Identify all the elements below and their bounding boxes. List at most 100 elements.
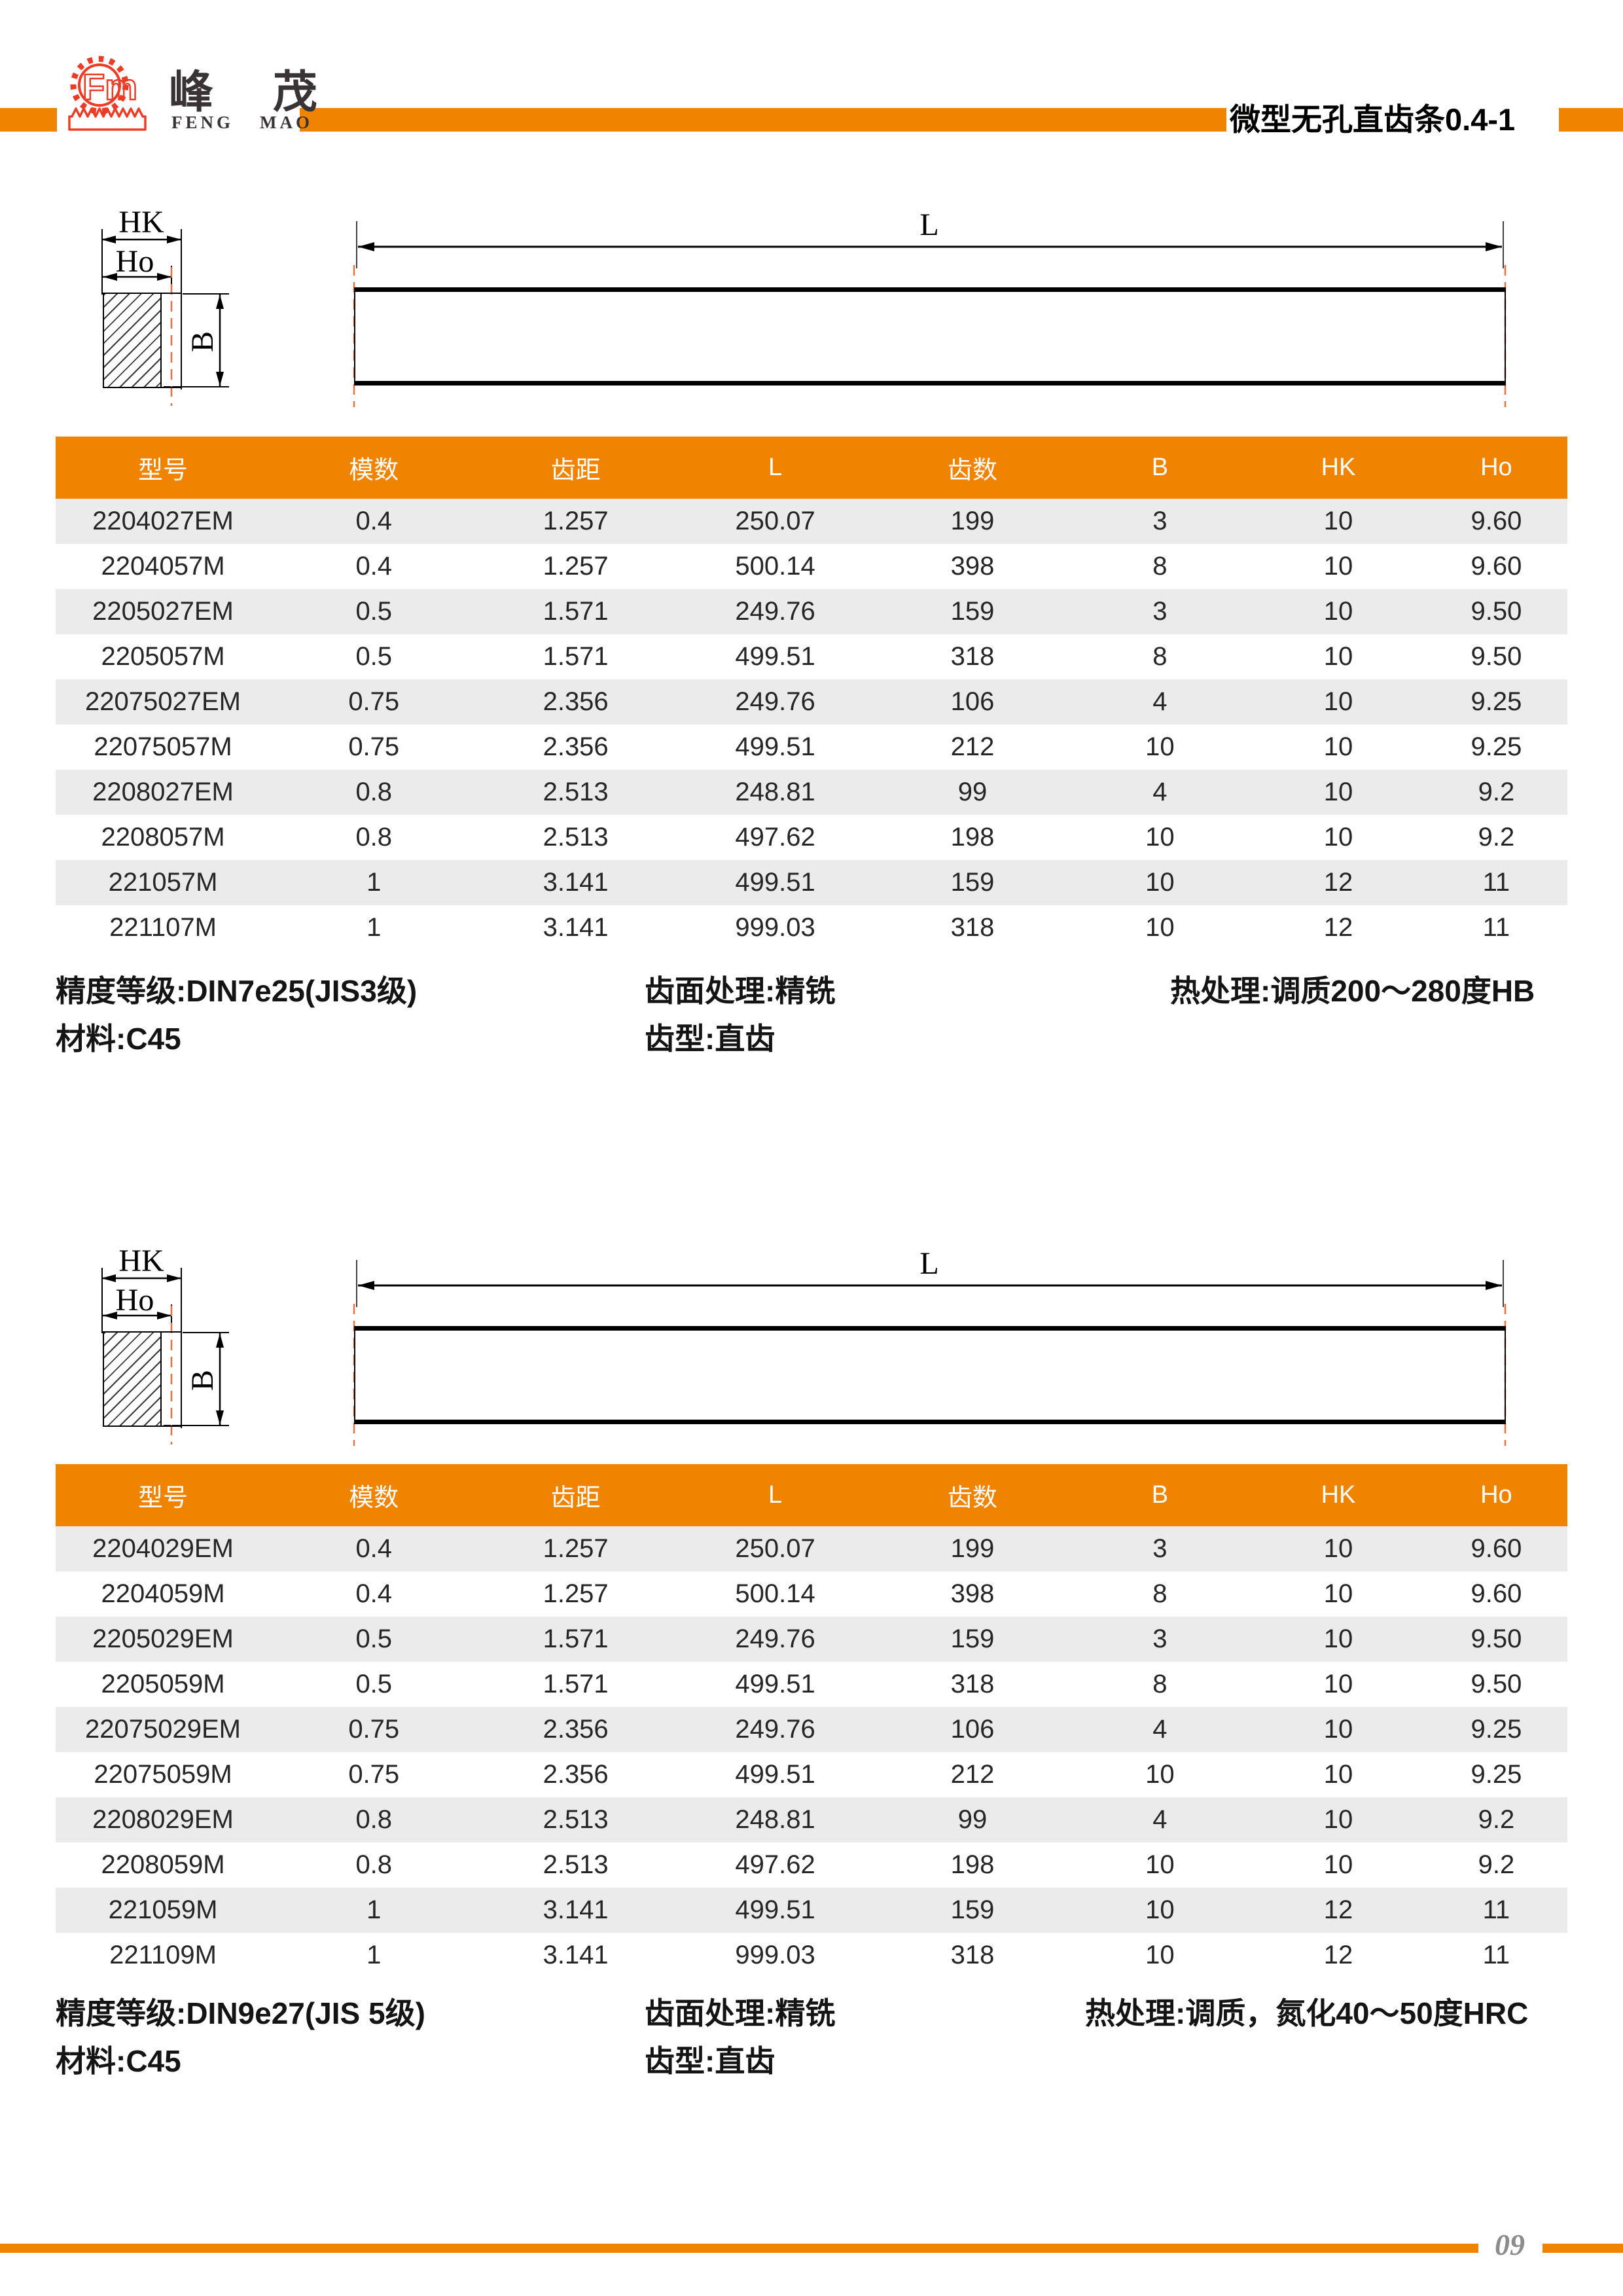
- cell-length: 500.14: [735, 1579, 815, 1608]
- cell-model: 22075059M: [94, 1760, 232, 1789]
- cell-length: 499.51: [735, 1895, 815, 1924]
- cell-pitch: 2.513: [543, 778, 609, 806]
- cell-teeth: 99: [957, 1805, 988, 1834]
- cell-length: 497.62: [735, 1850, 815, 1879]
- note-tooth-type: 齿型:直齿: [645, 2044, 776, 2078]
- column-header-ho: Ho: [1425, 1464, 1567, 1526]
- cell-pitch: 1.257: [543, 1534, 609, 1563]
- cell-length: 499.51: [735, 1760, 815, 1789]
- cell-pitch: 1.571: [543, 642, 609, 671]
- cell-pitch: 2.356: [543, 1715, 609, 1744]
- brand-en-mao: MAO: [260, 113, 313, 132]
- cell-length: 250.07: [735, 1534, 815, 1563]
- cell-length: 499.51: [735, 642, 815, 671]
- note-material: 材料:C45: [56, 2044, 181, 2078]
- cell-ho: 11: [1482, 913, 1510, 942]
- cell-teeth: 212: [950, 1760, 995, 1789]
- cell-pitch: 3.141: [543, 1895, 609, 1924]
- footer-accent-bar-right: [1543, 2244, 1623, 2253]
- column-header-pitch: 齿距: [477, 1464, 674, 1526]
- cell-hk: 10: [1323, 1624, 1353, 1653]
- header-accent-bar-right: [1559, 108, 1623, 132]
- table-row: 221057M 1 3.141 499.51 159 10 12 11: [56, 860, 1567, 905]
- table-row: 2208059M 0.8 2.513 497.62 198 10 10 9.2: [56, 1842, 1567, 1888]
- cell-b: 8: [1152, 1579, 1168, 1608]
- rack-spec-table-2: 型号 模数 齿距 L 齿数 B HK Ho 2204029EM 0.4 1.25…: [56, 1464, 1567, 1978]
- column-header-length: L: [673, 1464, 877, 1526]
- cell-teeth: 318: [950, 1670, 995, 1698]
- cell-model: 2208059M: [101, 1850, 225, 1879]
- cell-model: 221109M: [109, 1941, 217, 1969]
- cell-ho: 9.50: [1471, 1670, 1522, 1698]
- cell-hk: 10: [1323, 552, 1353, 581]
- cell-module: 0.5: [355, 1624, 393, 1653]
- cell-module: 0.8: [355, 778, 393, 806]
- cell-teeth: 398: [950, 552, 995, 581]
- cell-b: 4: [1152, 1805, 1168, 1834]
- cell-b: 3: [1152, 597, 1168, 626]
- cell-model: 2205029EM: [92, 1624, 234, 1653]
- cell-teeth: 159: [950, 597, 995, 626]
- cell-b: 4: [1152, 687, 1168, 716]
- table-row: 22075057M 0.75 2.356 499.51 212 10 10 9.…: [56, 725, 1567, 770]
- cell-b: 8: [1152, 552, 1168, 581]
- cell-length: 249.76: [735, 1624, 815, 1653]
- rack-side-view: [354, 1326, 1506, 1424]
- cell-module: 0.5: [355, 642, 393, 671]
- column-header-length: L: [673, 437, 877, 499]
- column-header-teeth: 齿数: [876, 1464, 1069, 1526]
- cell-teeth: 106: [950, 687, 995, 716]
- cell-model: 2205059M: [101, 1670, 225, 1698]
- column-header-teeth: 齿数: [876, 437, 1069, 499]
- table2-notes-left: 精度等级:DIN9e27(JIS 5级) 材料:C45: [56, 1990, 425, 2085]
- cell-length: 499.51: [735, 868, 815, 897]
- note-heat-treatment: 热处理:调质200～280度HB: [1170, 974, 1535, 1008]
- cell-hk: 10: [1323, 1715, 1353, 1744]
- cell-length: 248.81: [735, 778, 815, 806]
- cell-module: 0.8: [355, 1805, 393, 1834]
- cell-length: 499.51: [735, 732, 815, 761]
- cell-pitch: 2.513: [543, 1805, 609, 1834]
- cell-model: 2208057M: [101, 823, 225, 852]
- table-row: 22075059M 0.75 2.356 499.51 212 10 10 9.…: [56, 1752, 1567, 1797]
- cell-b: 3: [1152, 1534, 1168, 1563]
- cell-module: 0.4: [355, 552, 393, 581]
- column-header-b: B: [1068, 1464, 1252, 1526]
- cell-teeth: 106: [950, 1715, 995, 1744]
- cell-length: 249.76: [735, 687, 815, 716]
- table1-notes-right: 热处理:调质200～280度HB: [1170, 967, 1535, 1015]
- cell-length: 999.03: [735, 913, 815, 942]
- column-header-hk: HK: [1251, 1464, 1425, 1526]
- table-header-row: 型号 模数 齿距 L 齿数 B HK Ho: [56, 437, 1567, 499]
- cell-b: 8: [1152, 1670, 1168, 1698]
- dim-label-l: L: [919, 207, 939, 242]
- dim-label-ho: Ho: [115, 1283, 154, 1318]
- cell-ho: 9.25: [1471, 732, 1522, 761]
- rack-cross-section-hatch: [103, 293, 162, 388]
- cell-ho: 9.2: [1478, 823, 1515, 852]
- table-row: 2204027EM 0.4 1.257 250.07 199 3 10 9.60: [56, 499, 1567, 544]
- cell-ho: 9.50: [1471, 1624, 1522, 1653]
- cell-module: 0.75: [348, 1715, 400, 1744]
- table-row: 22075027EM 0.75 2.356 249.76 106 4 10 9.…: [56, 679, 1567, 725]
- header-accent-bar-left: [0, 108, 57, 132]
- cell-b: 8: [1152, 642, 1168, 671]
- cell-hk: 10: [1323, 1579, 1353, 1608]
- cell-teeth: 159: [950, 868, 995, 897]
- fengmao-gear-logo-icon: Fm: [68, 56, 147, 131]
- cell-model: 22075057M: [94, 732, 232, 761]
- table-row: 2204057M 0.4 1.257 500.14 398 8 10 9.60: [56, 544, 1567, 589]
- cell-module: 0.75: [348, 1760, 400, 1789]
- cell-b: 10: [1145, 1850, 1175, 1879]
- cell-pitch: 3.141: [543, 1941, 609, 1969]
- cell-b: 10: [1145, 913, 1175, 942]
- table-row: 221109M 1 3.141 999.03 318 10 12 11: [56, 1933, 1567, 1978]
- table-header: 型号 模数 齿距 L 齿数 B HK Ho: [56, 1464, 1567, 1526]
- cell-hk: 10: [1323, 687, 1353, 716]
- cell-ho: 9.2: [1478, 778, 1515, 806]
- cell-hk: 10: [1323, 507, 1353, 535]
- cell-module: 1: [366, 868, 382, 897]
- table2-notes-right: 热处理:调质，氮化40～50度HRC: [1085, 1990, 1528, 2037]
- dim-label-hk: HK: [118, 205, 164, 240]
- cell-module: 0.5: [355, 1670, 393, 1698]
